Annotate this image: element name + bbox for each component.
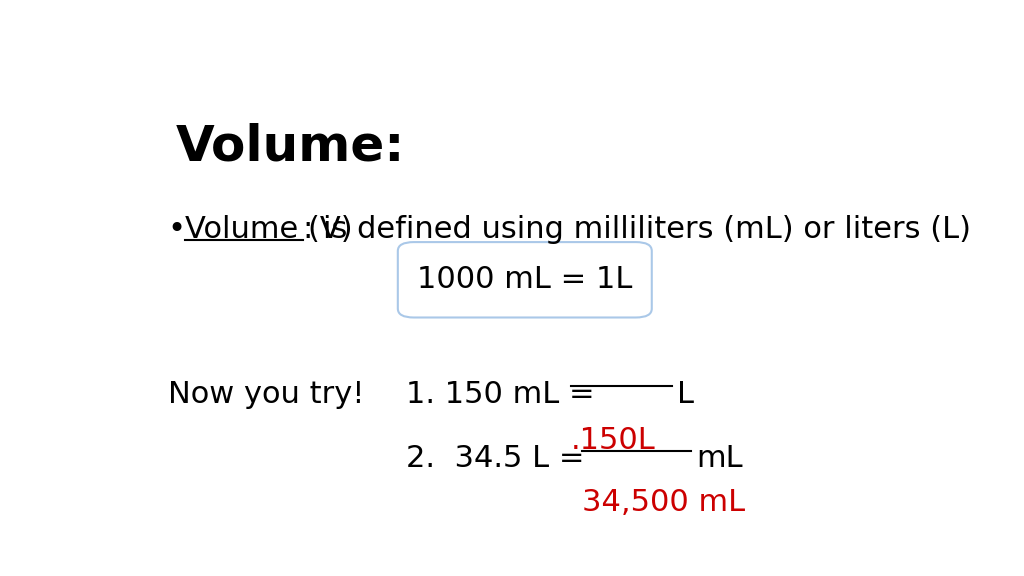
Text: : is defined using milliliters (mL) or liters (L): : is defined using milliliters (mL) or l… (303, 215, 971, 244)
Text: 1000 mL = 1L: 1000 mL = 1L (417, 266, 633, 294)
Text: mL: mL (696, 444, 742, 473)
Text: Now you try!: Now you try! (168, 380, 365, 408)
Text: .150L: .150L (570, 426, 655, 455)
Text: L: L (677, 380, 694, 408)
Text: Volume (V): Volume (V) (185, 215, 352, 244)
FancyBboxPatch shape (397, 242, 651, 317)
Text: 2.  34.5 L =: 2. 34.5 L = (406, 444, 594, 473)
Text: •: • (168, 215, 196, 244)
Text: 34,500 mL: 34,500 mL (582, 488, 745, 517)
Text: Volume:: Volume: (176, 122, 404, 170)
Text: 1. 150 mL =: 1. 150 mL = (406, 380, 604, 408)
